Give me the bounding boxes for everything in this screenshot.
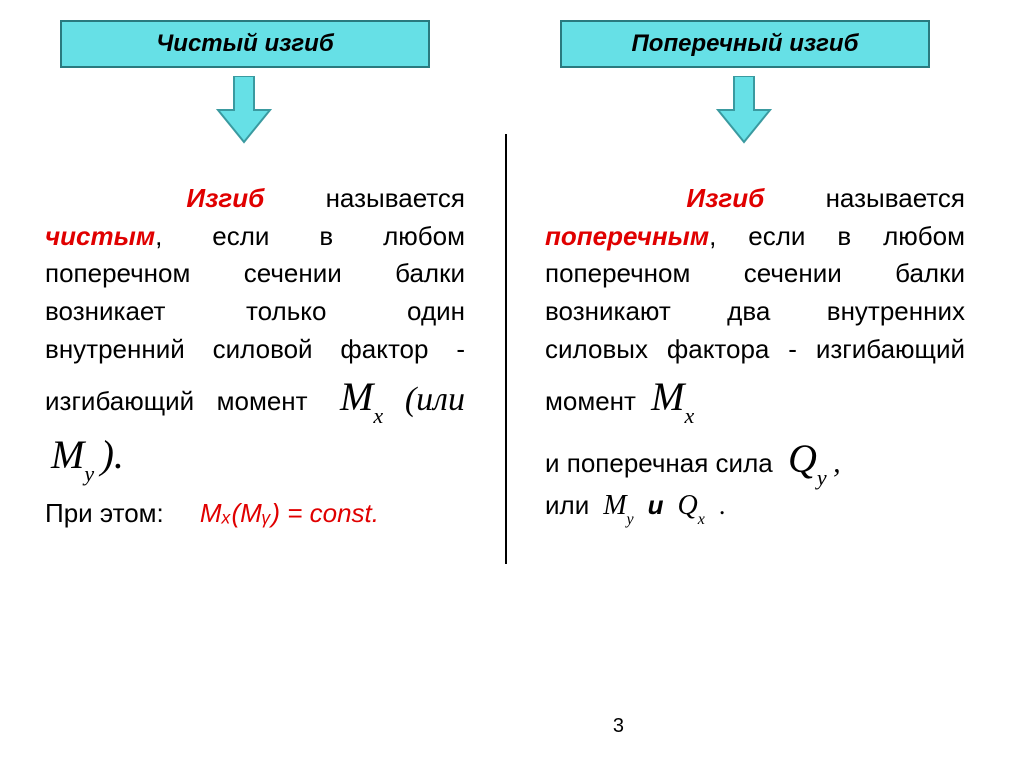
right-lead-rest: называется	[826, 183, 965, 213]
right-paragraph: Изгиб называется поперечным, если в любо…	[545, 180, 965, 426]
header-left-box: Чистый изгиб	[60, 20, 430, 68]
right-line2-prefix: и поперечная сила	[545, 448, 773, 478]
left-adjective: чистым	[45, 221, 155, 251]
paren-close: ).	[101, 432, 124, 477]
period: .	[719, 491, 726, 521]
column-divider	[505, 134, 507, 564]
left-paragraph: Изгиб называется чистым, если в любом по…	[45, 180, 465, 484]
right-lead-bold: Изгиб	[686, 183, 764, 213]
formula-Qx-small: Qx	[678, 490, 705, 525]
right-or-line: или My u Qx .	[545, 490, 725, 525]
arrow-left	[214, 76, 274, 146]
comma: ,	[833, 446, 841, 479]
left-column: Изгиб называется чистым, если в любом по…	[45, 180, 465, 484]
or-word: или	[545, 490, 589, 521]
left-lead-rest: называется	[326, 183, 465, 213]
left-lead-bold: Изгиб	[186, 183, 264, 213]
const-line: При этом: Mₓ(Mᵧ) = const.	[45, 498, 379, 529]
right-line2: и поперечная сила Qy ,	[545, 430, 965, 488]
header-right-box: Поперечный изгиб	[560, 20, 930, 68]
paren-or: (или	[405, 381, 465, 418]
const-expr: Mₓ(Mᵧ) = const.	[200, 498, 379, 528]
const-label: При этом:	[45, 498, 164, 528]
arrow-right	[714, 76, 774, 146]
right-column: Изгиб называется поперечным, если в любо…	[545, 180, 965, 488]
and-word: u	[648, 490, 664, 521]
formula-My-small: My	[603, 490, 633, 525]
formula-Mx: Mx	[340, 387, 405, 416]
right-adjective: поперечным	[545, 221, 709, 251]
page-number: 3	[613, 715, 624, 738]
formula-Qy: Qy	[788, 449, 833, 478]
formula-My: My	[51, 445, 101, 474]
formula-Mx-right: Mx	[651, 387, 694, 416]
